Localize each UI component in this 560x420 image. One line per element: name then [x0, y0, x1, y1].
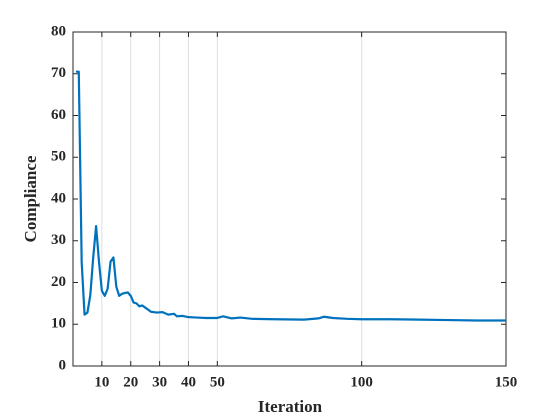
x-tick-label: 20 — [123, 374, 138, 390]
x-tick-label: 50 — [210, 374, 225, 390]
y-tick-label: 50 — [51, 149, 66, 165]
x-tick-label: 10 — [94, 374, 109, 390]
axes-box — [72, 31, 507, 367]
data-line — [75, 70, 506, 322]
y-tick-label: 60 — [51, 107, 66, 123]
y-tick-label: 30 — [51, 232, 66, 248]
x-axis-label: Iteration — [258, 397, 323, 416]
x-tick-label: 100 — [350, 374, 373, 390]
y-tick-label: 10 — [51, 316, 66, 332]
y-tick-label: 20 — [51, 274, 66, 290]
y-tick-label: 40 — [51, 190, 66, 206]
y-axis-label: Compliance — [21, 155, 40, 242]
y-tick-label: 70 — [51, 65, 66, 81]
x-tick-label: 30 — [152, 374, 167, 390]
y-tick-label: 80 — [51, 23, 66, 39]
x-tick-label: 40 — [181, 374, 196, 390]
y-tick-label: 0 — [59, 357, 67, 373]
x-tick-label: 150 — [495, 374, 518, 390]
